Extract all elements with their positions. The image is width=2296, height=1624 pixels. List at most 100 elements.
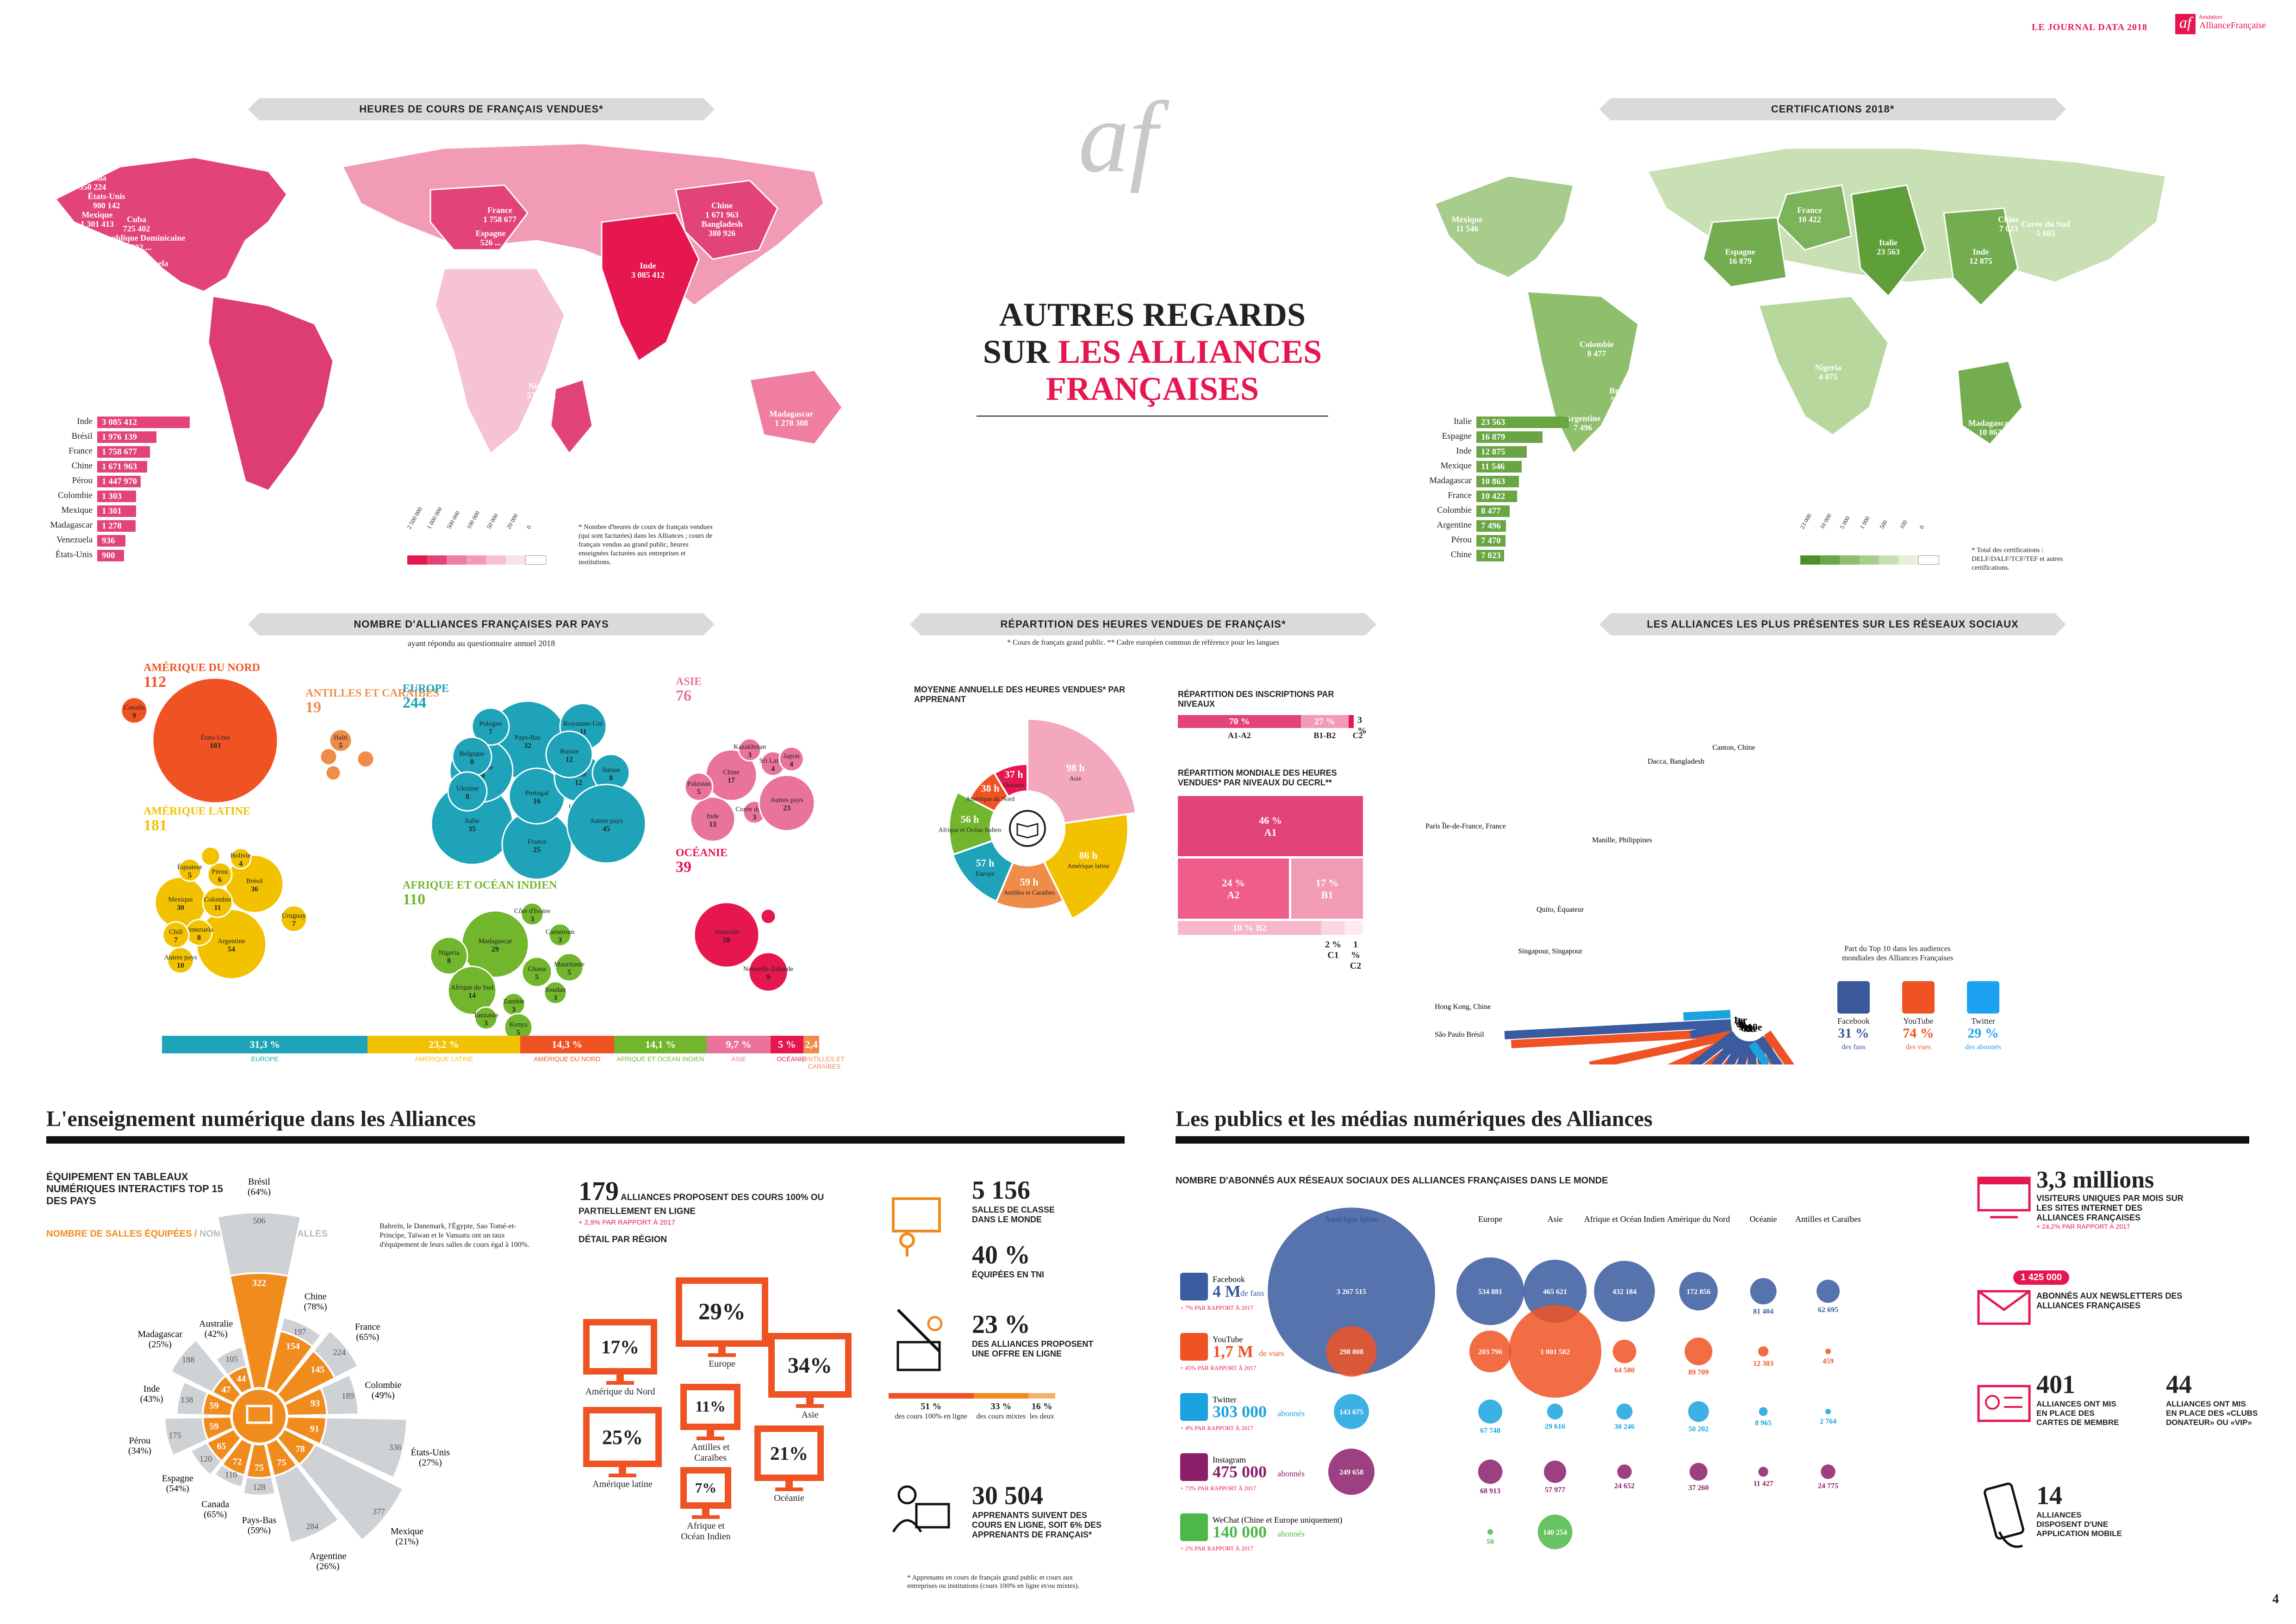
ray-bar — [1667, 1034, 1741, 1064]
country-pct: (21%) — [395, 1537, 418, 1547]
wechat-icon — [1180, 1513, 1208, 1541]
map-value: 5 803 — [1611, 395, 1630, 404]
country-name: Brésil — [248, 1176, 270, 1187]
subscriber-value: 67 748 — [1480, 1427, 1500, 1435]
network-delta: + 73% PAR RAPPORT À 2017 — [1180, 1485, 1257, 1492]
region-3: EUROPE244Italie35Pays-Bas32Espagne20Fran… — [403, 683, 647, 880]
map-value: 936 575 — [137, 268, 164, 277]
subscriber-bubble — [1523, 1259, 1587, 1323]
bubble-value: 5 — [339, 742, 342, 750]
legend-tick: 20 000 — [505, 512, 520, 530]
bubble-value: 4 — [239, 860, 243, 868]
bubble-label: Russie — [560, 748, 579, 755]
bubble-label: Royaume-Uni — [564, 720, 603, 728]
platform-pct: 29 % — [1967, 1026, 1999, 1041]
subscriber-value: 24 775 — [1818, 1482, 1838, 1490]
subscriber-value: 24 652 — [1614, 1482, 1635, 1490]
equipped-rooms: 93 — [311, 1398, 320, 1408]
bubble-value: 3 — [554, 994, 557, 1002]
rank-label: 5e — [1739, 1021, 1748, 1033]
region-name: Europe — [709, 1359, 735, 1369]
map-value: 23 563 — [1877, 247, 1900, 256]
inscr-bar: 70 % A1-A2 27 % B1-B2 C2 3 % — [1178, 715, 1372, 752]
donut-region: Amérique du Nord — [966, 796, 1015, 803]
country-name: France — [355, 1322, 380, 1332]
monitor-base — [609, 1474, 636, 1477]
total-rooms: 197 — [293, 1327, 306, 1337]
bar-label: États-Unis — [55, 550, 93, 560]
hours-bar-chart: Inde 3 085 412 Brésil 1 976 139 France 1 758 … — [46, 417, 370, 574]
rank-label: 9e — [1748, 1022, 1757, 1034]
country-pct: (64%) — [248, 1187, 271, 1197]
bar-label: Colombie — [58, 491, 93, 500]
bubble-label: Pologne — [479, 720, 502, 728]
total-rooms: 224 — [333, 1348, 346, 1357]
monitor-base — [775, 1487, 803, 1491]
bubble-label: France — [528, 838, 547, 846]
bubble-label: Inde — [707, 813, 719, 820]
bar: 1 976 139 — [97, 431, 157, 443]
ray-bar — [1701, 1038, 1746, 1064]
legend-tick: 5 000 — [1838, 515, 1851, 530]
radial-equipped — [229, 1272, 290, 1417]
legend-tick: 500 — [1878, 519, 1889, 530]
donut-region: Europe — [976, 871, 994, 877]
total-rooms: 189 — [342, 1391, 354, 1400]
column-header: Océanie — [1750, 1214, 1777, 1224]
subscriber-value: 50 202 — [1688, 1425, 1709, 1433]
ray-label: Paris Île-de-France, France — [1425, 821, 1506, 830]
platform-sub: des vues — [1905, 1043, 1931, 1051]
share-label: OCÉANIE — [777, 1055, 806, 1063]
network-name: Twitter — [1213, 1395, 1237, 1404]
bubble-label: Bolivie — [230, 852, 251, 859]
split-segment — [889, 1393, 974, 1399]
subscriber-value: 62 695 — [1818, 1306, 1838, 1314]
country-bubble — [545, 730, 593, 778]
region-name: Afrique et Océan Indien — [681, 1521, 731, 1542]
monitor-base — [708, 1353, 736, 1357]
ray-bar — [1504, 1019, 1731, 1039]
map-value: 1 301 413 — [81, 219, 114, 229]
inscr-title: RÉPARTITION DES INSCRIPTIONS PAR NIVEAUX — [1178, 690, 1334, 709]
donut-hours: 37 h — [1005, 768, 1023, 780]
bubble-value: 30 — [177, 904, 184, 912]
subscriber-bubble — [1821, 1464, 1836, 1479]
subscriber-bubble — [1688, 1401, 1709, 1422]
ray-bar — [1764, 1030, 1817, 1064]
ray-bar — [1748, 1041, 1770, 1064]
map-label: Chine — [711, 201, 733, 210]
bar-label: Italie — [1453, 417, 1472, 426]
bar: 23 563 — [1476, 417, 1569, 428]
page-number: 4 — [2272, 1592, 2279, 1606]
legend-tick: 1 000 — [1858, 515, 1871, 530]
network-unit: de vues — [1259, 1349, 1284, 1358]
map-label: Équateur — [103, 316, 137, 326]
region-count: 110 — [403, 891, 425, 908]
share-label: AMÉRIQUE DU NORD — [534, 1055, 601, 1063]
bubble-label: Pérou — [212, 868, 228, 876]
share-label: AFRIQUE ET OCÉAN INDIEN — [616, 1055, 704, 1063]
bubble-value: 7 — [292, 920, 296, 928]
legend-tick: 100 000 — [465, 510, 481, 530]
bubble-label: Nigeria — [439, 949, 460, 957]
youtube-icon — [1180, 1333, 1208, 1361]
map-value: 526 ... — [480, 238, 501, 247]
country-bubble — [543, 981, 567, 1005]
network-total: 303 000 — [1213, 1402, 1267, 1421]
share-label: AMÉRIQUE LATINE — [414, 1055, 473, 1063]
bubble-label: Madagascar — [479, 938, 512, 945]
radial-equipped — [245, 1416, 273, 1479]
bar-label: Madagascar — [50, 520, 93, 530]
platform-name: YouTube — [1903, 1016, 1934, 1026]
equipped-rooms: 65 — [217, 1441, 226, 1451]
country-name: Canada — [201, 1500, 229, 1510]
bar-label: Pérou — [72, 476, 93, 485]
bubble-label: Côte d'Ivoire — [514, 908, 550, 915]
ray-bar — [1756, 1036, 1794, 1064]
bar: 1 303 410 — [97, 491, 137, 513]
digital-teaching-rule — [46, 1136, 1125, 1144]
rank-label: 10e — [1748, 1021, 1762, 1033]
bubble-label: Argentine — [218, 938, 245, 945]
